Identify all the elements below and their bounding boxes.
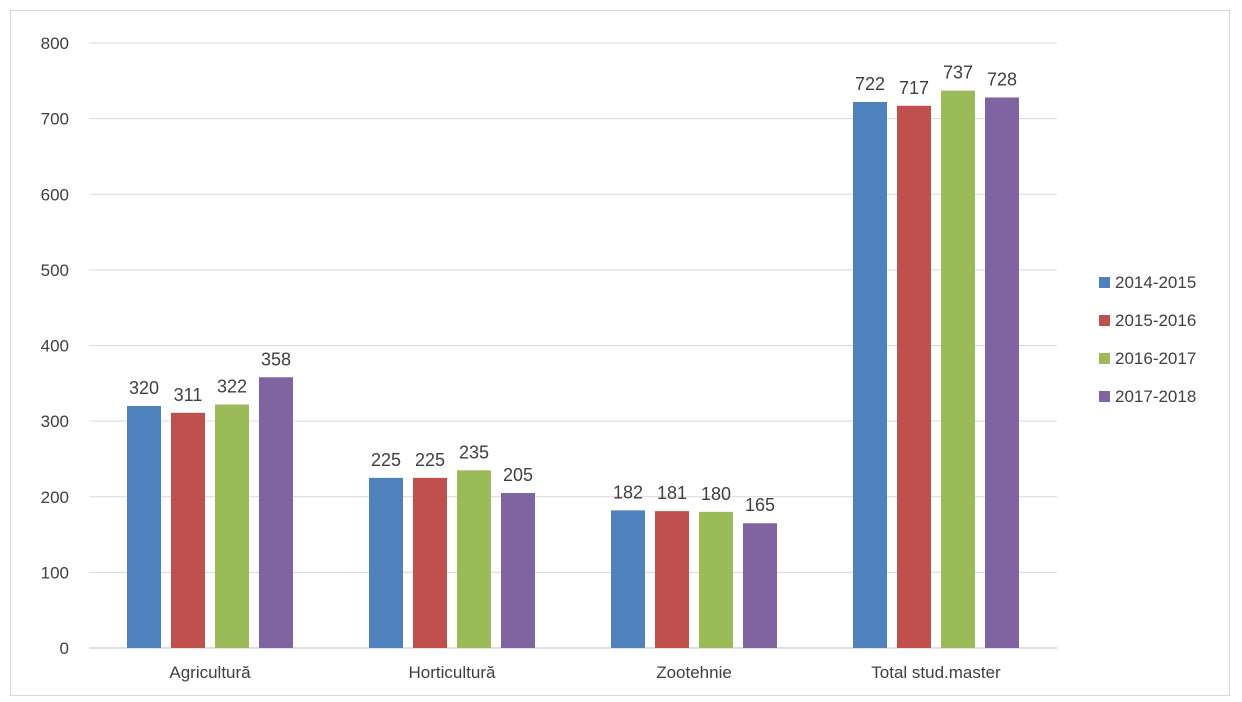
bar-2017-2018-3 [985, 97, 1019, 648]
x-category-label: Zootehnie [656, 663, 732, 682]
y-tick-label: 400 [41, 337, 69, 356]
data-label: 722 [855, 74, 885, 94]
y-tick-label: 700 [41, 110, 69, 129]
data-label: 180 [701, 484, 731, 504]
data-label: 181 [657, 483, 687, 503]
bar-2017-2018-0 [259, 377, 293, 648]
data-label: 182 [613, 482, 643, 502]
data-label: 737 [943, 63, 973, 83]
bar-2016-2017-2 [699, 511, 733, 648]
y-tick-label: 600 [41, 185, 69, 204]
bar-2014-2015-1 [369, 477, 403, 648]
legend-label: 2014-2015 [1115, 273, 1196, 292]
data-labels: 320 311 322 358 225 225 235 205 182 181 180 165 722 7… [129, 63, 1017, 516]
data-label: 225 [371, 450, 401, 470]
legend: 2014-2015 2015-2016 2016-2017 2017-2018 [1099, 273, 1196, 406]
bar-2015-2016-3 [897, 105, 931, 649]
data-label: 717 [899, 78, 929, 98]
gridlines [89, 42, 1057, 649]
bars [127, 90, 1019, 649]
data-label: 311 [174, 385, 203, 405]
bar-2015-2016-0 [171, 412, 205, 648]
bar-2014-2015-2 [611, 510, 645, 648]
data-label: 728 [987, 69, 1017, 89]
legend-label: 2016-2017 [1115, 349, 1196, 368]
data-label: 205 [503, 465, 533, 485]
bar-2014-2015-0 [127, 406, 161, 648]
bar-2017-2018-1 [501, 492, 535, 648]
data-label: 320 [129, 378, 159, 398]
bar-2016-2017-0 [215, 404, 249, 648]
bar-2016-2017-1 [457, 470, 491, 648]
bar-2015-2016-2 [655, 511, 689, 648]
data-label: 165 [745, 495, 775, 515]
legend-label: 2015-2016 [1115, 311, 1196, 330]
data-label: 235 [459, 442, 489, 462]
y-tick-label: 300 [41, 412, 69, 431]
x-category-label: Horticultură [409, 663, 496, 682]
data-label: 225 [415, 450, 445, 470]
bar-2015-2016-1 [413, 477, 447, 648]
legend-swatch [1099, 277, 1110, 288]
y-axis-ticks: 0 100 200 300 400 500 600 700 800 [41, 34, 69, 658]
legend-swatch [1099, 391, 1110, 402]
y-tick-label: 0 [60, 639, 69, 658]
y-tick-label: 100 [41, 563, 69, 582]
bar-2017-2018-2 [743, 523, 777, 648]
y-tick-label: 500 [41, 261, 69, 280]
y-tick-label: 200 [41, 488, 69, 507]
data-label: 358 [261, 349, 291, 369]
x-category-label: Agricultură [169, 663, 251, 682]
legend-swatch [1099, 353, 1110, 364]
bar-2014-2015-3 [853, 101, 887, 649]
x-axis-categories: Agricultură Horticultură Zootehnie Total st… [169, 663, 1001, 682]
y-tick-label: 800 [41, 34, 69, 53]
data-label: 322 [217, 376, 247, 396]
x-category-label: Total stud.master [871, 663, 1001, 682]
bar-2016-2017-3 [941, 90, 975, 649]
bar-chart: 0 100 200 300 400 500 600 700 800 320 311 322 358 22… [41, 34, 1197, 682]
legend-label: 2017-2018 [1115, 387, 1196, 406]
legend-swatch [1099, 315, 1110, 326]
chart-frame: 0 100 200 300 400 500 600 700 800 320 311 322 358 22… [10, 10, 1230, 696]
